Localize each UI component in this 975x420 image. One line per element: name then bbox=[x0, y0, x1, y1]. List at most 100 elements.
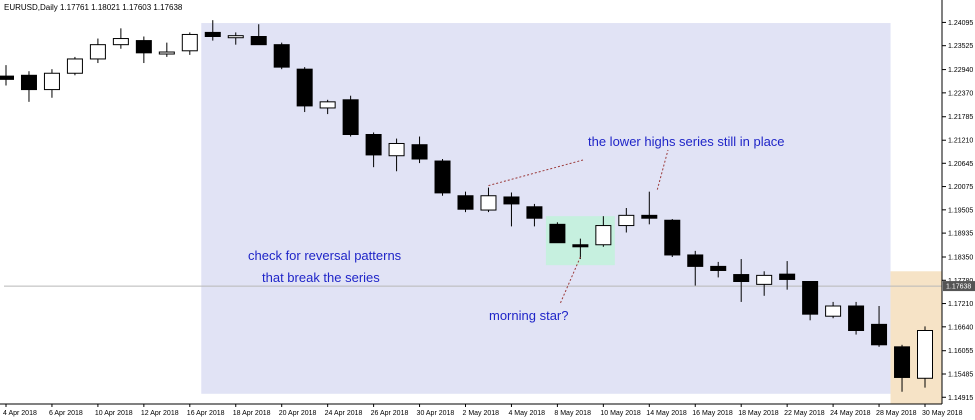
bull-candle-body bbox=[595, 225, 612, 246]
candle bbox=[549, 222, 566, 244]
morning-star-label: morning star? bbox=[489, 308, 568, 323]
candle bbox=[204, 20, 221, 41]
candle bbox=[434, 159, 451, 196]
reversal-label-line2: that break the series bbox=[262, 270, 380, 285]
bull-candle-body bbox=[158, 51, 175, 55]
x-tick-label: 30 May 2018 bbox=[922, 410, 963, 417]
bear-candle-body bbox=[411, 144, 428, 160]
current-price-label: 1.17638 bbox=[946, 284, 971, 291]
y-tick-label: 1.16055 bbox=[948, 348, 973, 355]
x-tick-label: 28 May 2018 bbox=[876, 410, 917, 417]
candle bbox=[733, 259, 750, 302]
candle bbox=[365, 132, 382, 168]
bull-candle-body bbox=[825, 305, 842, 317]
candle bbox=[181, 32, 198, 55]
bear-candle-body bbox=[250, 36, 267, 46]
bear-candle-body bbox=[342, 99, 359, 135]
bear-candle-body bbox=[549, 223, 566, 244]
candle bbox=[526, 203, 543, 227]
x-tick-label: 20 Apr 2018 bbox=[279, 410, 317, 417]
candle bbox=[342, 95, 359, 137]
candle bbox=[457, 191, 474, 213]
x-tick-label: 4 May 2018 bbox=[508, 410, 545, 417]
bear-candle-body bbox=[20, 74, 37, 91]
candle bbox=[779, 261, 796, 290]
candle bbox=[894, 344, 911, 392]
bear-candle-body bbox=[779, 273, 796, 280]
candle bbox=[641, 191, 658, 225]
bear-candle-body bbox=[503, 196, 520, 205]
bear-candle-body bbox=[365, 134, 382, 156]
bull-candle-body bbox=[43, 72, 60, 91]
candle bbox=[710, 261, 727, 278]
candle bbox=[43, 69, 60, 98]
reversal-label-line1: check for reversal patterns bbox=[248, 248, 402, 263]
x-tick-label: 24 Apr 2018 bbox=[325, 410, 363, 417]
bear-candle-body bbox=[135, 40, 152, 54]
y-tick-label: 1.23525 bbox=[948, 43, 973, 50]
x-tick-label: 8 May 2018 bbox=[554, 410, 591, 417]
bull-candle-body bbox=[388, 142, 405, 157]
bear-candle-body bbox=[871, 323, 888, 346]
bear-candle-body bbox=[296, 68, 313, 107]
x-tick-label: 14 May 2018 bbox=[646, 410, 687, 417]
candle bbox=[480, 187, 497, 213]
bear-candle-body bbox=[848, 305, 865, 331]
candle bbox=[871, 306, 888, 347]
current-price-tag bbox=[943, 281, 975, 292]
candle bbox=[687, 250, 704, 286]
candle bbox=[296, 67, 313, 113]
bear-candle-body bbox=[802, 281, 819, 315]
candle bbox=[250, 24, 267, 46]
bear-candle-body bbox=[572, 244, 589, 248]
morning-star-pointer bbox=[559, 256, 581, 305]
x-tick-label: 4 Apr 2018 bbox=[3, 410, 37, 417]
x-tick-label: 30 Apr 2018 bbox=[417, 410, 455, 417]
candles bbox=[0, 20, 933, 392]
candle bbox=[388, 138, 405, 172]
annotations: EURUSD,Daily 1.17761 1.18021 1.17603 1.1… bbox=[4, 3, 785, 323]
y-tick-label: 1.20075 bbox=[948, 184, 973, 191]
lower-highs-pointer-left bbox=[488, 159, 584, 187]
candle bbox=[227, 32, 244, 45]
candle bbox=[595, 216, 612, 247]
candle bbox=[848, 301, 865, 335]
candle bbox=[158, 42, 175, 57]
bull-candle-body bbox=[89, 44, 106, 60]
candle bbox=[112, 28, 129, 49]
candle bbox=[825, 301, 842, 319]
bear-candle-body bbox=[204, 31, 221, 38]
bear-candle-body bbox=[894, 346, 911, 378]
bear-candle-body bbox=[687, 254, 704, 267]
candle bbox=[273, 42, 290, 70]
bear-candle-body bbox=[641, 214, 658, 219]
bull-candle-body bbox=[756, 274, 773, 285]
candle bbox=[572, 238, 589, 260]
x-tick-label: 24 May 2018 bbox=[830, 410, 871, 417]
x-tick-label: 16 Apr 2018 bbox=[187, 410, 225, 417]
x-tick-label: 10 May 2018 bbox=[600, 410, 641, 417]
annotation-pointers bbox=[488, 149, 669, 305]
bull-candle-body bbox=[319, 101, 336, 109]
bear-candle-body bbox=[526, 206, 543, 219]
bull-candle-body bbox=[112, 38, 129, 46]
y-tick-label: 1.21210 bbox=[948, 138, 973, 145]
bull-candle-body bbox=[181, 33, 198, 52]
x-tick-label: 18 May 2018 bbox=[738, 410, 779, 417]
bear-candle-body bbox=[0, 75, 14, 80]
candle bbox=[89, 38, 106, 64]
bear-candle-body bbox=[710, 265, 727, 271]
y-tick-label: 1.15485 bbox=[948, 371, 973, 378]
candle bbox=[664, 219, 681, 257]
bear-candle-body bbox=[733, 274, 750, 282]
candle bbox=[503, 192, 520, 227]
candle bbox=[0, 65, 14, 86]
bull-candle-body bbox=[480, 195, 497, 211]
candle bbox=[802, 281, 819, 321]
candle bbox=[135, 36, 152, 64]
candle bbox=[756, 271, 773, 296]
x-tick-label: 26 Apr 2018 bbox=[371, 410, 409, 417]
x-tick-label: 10 Apr 2018 bbox=[95, 410, 133, 417]
downtrend-zone bbox=[201, 23, 891, 394]
